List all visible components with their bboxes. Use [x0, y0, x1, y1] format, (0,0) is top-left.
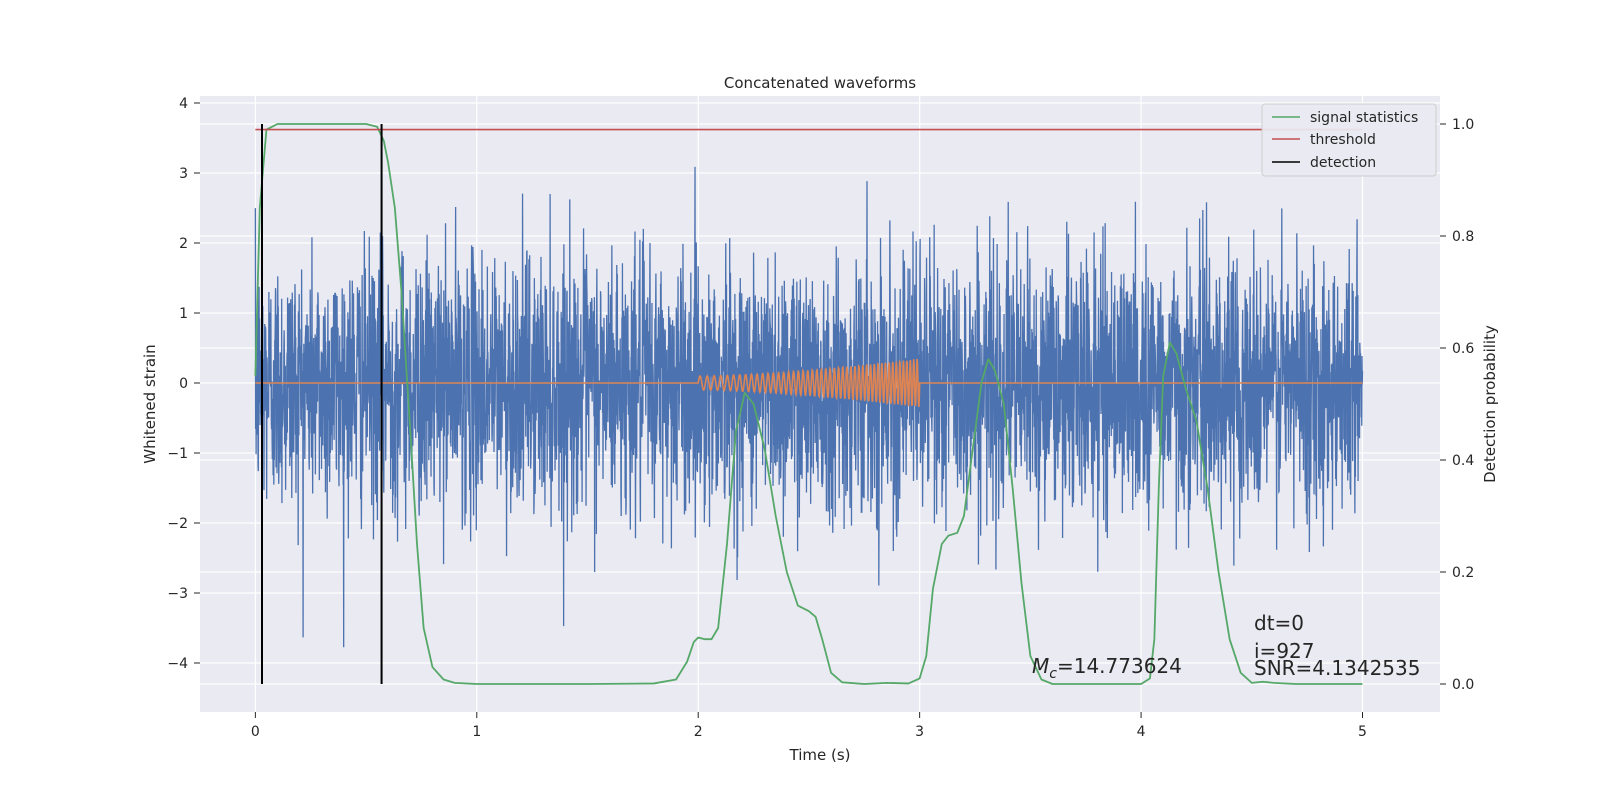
x-tick-label: 5: [1358, 724, 1367, 740]
x-tick-label: 1: [472, 724, 481, 740]
chart-title: Concatenated waveforms: [724, 74, 916, 92]
y-tick-label: −2: [167, 516, 188, 532]
annotation-i: i=927: [1254, 639, 1315, 663]
y2-tick-label: 0.2: [1452, 565, 1474, 581]
annotation-mc: Mc=14.773624: [1032, 654, 1182, 682]
mc-value: =14.773624: [1057, 654, 1182, 678]
x-axis-label: Time (s): [789, 746, 851, 764]
x-tick-label: 0: [251, 724, 260, 740]
strain-noise-series: [254, 166, 1364, 648]
template-chirp-series: [255, 358, 1363, 408]
mc-symbol: M: [1032, 654, 1049, 678]
series-layer: [254, 123, 1364, 685]
annotation-snr: SNR=4.1342535: [1254, 656, 1420, 680]
legend-label-threshold: threshold: [1310, 132, 1376, 148]
x-tick-label: 3: [915, 724, 924, 740]
legend-box: [1261, 103, 1437, 177]
legend-label-detection: detection: [1310, 155, 1376, 171]
y-tick-label: −1: [167, 446, 188, 462]
legend-label-signal-statistics: signal statistics: [1310, 110, 1418, 126]
y2-tick-label: 1.0: [1452, 117, 1474, 133]
y-axis-label: Whitened strain: [141, 344, 159, 463]
y-tick-label: 0: [179, 376, 188, 392]
legend: signal statistics threshold detection: [1261, 103, 1437, 177]
y2-tick-label: 0.8: [1452, 229, 1474, 245]
x-tick-label: 2: [694, 724, 703, 740]
mc-subscript: c: [1049, 666, 1057, 682]
y-tick-label: −4: [167, 656, 188, 672]
y-tick-label: 1: [179, 306, 188, 322]
y-tick-label: 4: [179, 96, 188, 112]
y2-tick-label: 0.0: [1452, 677, 1474, 693]
y2-tick-label: 0.6: [1452, 341, 1474, 357]
x-tick-label: 4: [1137, 724, 1146, 740]
y-tick-label: −3: [167, 586, 188, 602]
ticks-layer: 0 1 2 3 4 5 −4 −3 −2 −1 0 1 2 3 4 0.0 0.2 0.4 0.6 0.8 1.0: [167, 96, 1474, 740]
annotation-dt: dt=0: [1254, 611, 1304, 635]
y-tick-label: 3: [179, 166, 188, 182]
y2-tick-label: 0.4: [1452, 453, 1474, 469]
y-tick-label: 2: [179, 236, 188, 252]
y2-axis-label: Detection probability: [1481, 325, 1499, 483]
svg-text:Mc=14.773624: Mc=14.773624: [1032, 654, 1182, 682]
signal-statistics-series: [254, 123, 1363, 685]
